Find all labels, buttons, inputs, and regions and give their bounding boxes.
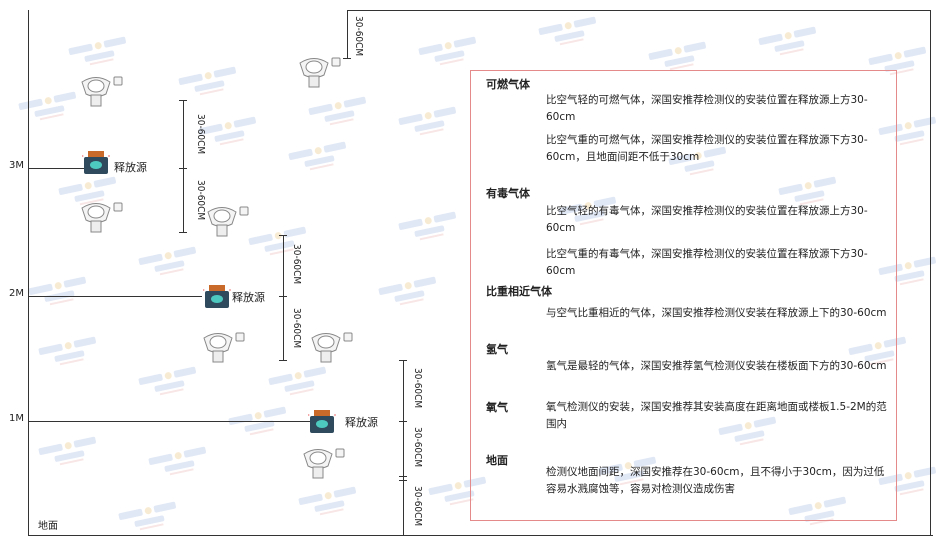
release-source-label: 释放源	[232, 291, 265, 304]
gas-detector-icon	[300, 446, 346, 484]
dimension-label: 30-60CM	[412, 486, 423, 527]
level-2m-label: 2M	[9, 288, 24, 299]
dimension-label: 30-60CM	[291, 244, 302, 285]
watermark-logo	[138, 244, 203, 284]
level-2m-line	[28, 296, 202, 297]
level-1m-label: 1M	[9, 413, 24, 424]
watermark-logo	[228, 404, 293, 444]
watermark-logo	[398, 209, 463, 249]
dimension-label: 30-60CM	[195, 114, 206, 155]
ground-label: 地面	[38, 521, 58, 532]
dimension-line	[403, 360, 404, 536]
watermark-logo	[298, 484, 363, 524]
section-title: 氢气	[486, 343, 508, 356]
ceiling-line	[347, 10, 931, 11]
dimension-line	[183, 100, 184, 232]
release-source-label: 释放源	[345, 416, 378, 429]
release-source-icon	[307, 409, 336, 439]
gas-detector-icon	[204, 204, 250, 242]
dimension-label: 30-60CM	[353, 16, 364, 57]
watermark-logo	[418, 34, 483, 74]
section-text: 比空气轻的可燃气体，深国安推荐检测仪的安装位置在释放源上方30-60cm	[546, 94, 868, 123]
watermark-logo	[378, 274, 443, 314]
section-text: 氧气检测仪的安装，深国安推荐其安装高度在距离地面或楼板1.5-2M的范围内	[546, 401, 887, 430]
section-text: 比空气重的可燃气体，深国安推荐检测仪的安装位置在释放源下方30-60cm，且地面…	[546, 134, 868, 163]
watermark-logo	[138, 364, 203, 404]
watermark-logo	[38, 434, 103, 474]
section-title: 有毒气体	[486, 187, 530, 200]
gas-detector-icon	[308, 330, 354, 368]
watermark-logo	[398, 104, 463, 144]
section-text: 与空气比重相近的气体，深国安推荐检测仪安装在释放源上下的30-60cm	[546, 307, 887, 319]
release-source-icon	[202, 284, 231, 314]
dimension-label: 30-60CM	[412, 368, 423, 409]
watermark-logo	[288, 139, 353, 179]
section-title: 可燃气体	[486, 78, 530, 91]
watermark-logo	[118, 499, 183, 539]
gas-detector-icon	[78, 200, 124, 238]
section-title: 比重相近气体	[486, 285, 552, 298]
section-title: 氧气	[486, 401, 508, 414]
level-3m-label: 3M	[9, 160, 24, 171]
release-source-icon	[81, 150, 110, 180]
section-title: 地面	[486, 454, 508, 467]
dimension-label: 30-60CM	[412, 427, 423, 468]
installation-guide-panel: 可燃气体 比空气轻的可燃气体，深国安推荐检测仪的安装位置在释放源上方30-60c…	[470, 70, 897, 521]
ground-line	[28, 535, 933, 536]
section-text: 氢气是最轻的气体，深国安推荐氢气检测仪安装在楼板面下方的30-60cm	[546, 360, 887, 372]
watermark-logo	[538, 14, 603, 54]
left-wall-line	[28, 10, 29, 536]
watermark-logo	[178, 64, 243, 104]
watermark-logo	[148, 444, 213, 484]
watermark-logo	[28, 274, 93, 314]
right-wall-line	[930, 10, 931, 536]
release-source-label: 释放源	[114, 161, 147, 174]
watermark-logo	[268, 364, 333, 404]
section-text: 检测仪地面间距，深国安推荐在30-60cm，且不得小于30cm，因为过低容易水溅…	[546, 466, 885, 495]
level-3m-line	[28, 168, 84, 169]
dimension-line	[347, 10, 348, 58]
section-text: 比空气重的有毒气体，深国安推荐检测仪的安装位置在释放源下方30-60cm	[546, 248, 868, 277]
dimension-line	[283, 235, 284, 360]
watermark-logo	[68, 34, 133, 74]
dimension-label: 30-60CM	[291, 308, 302, 349]
level-1m-line	[28, 421, 310, 422]
gas-detector-icon	[200, 330, 246, 368]
watermark-logo	[308, 94, 373, 134]
watermark-logo	[38, 334, 103, 374]
watermark-logo	[198, 114, 263, 154]
watermark-logo	[248, 224, 313, 264]
gas-detector-icon	[78, 74, 124, 112]
watermark-logo	[758, 24, 823, 64]
gas-detector-icon	[296, 55, 342, 93]
section-text: 比空气轻的有毒气体，深国安推荐检测仪的安装位置在释放源上方30-60cm	[546, 205, 868, 234]
